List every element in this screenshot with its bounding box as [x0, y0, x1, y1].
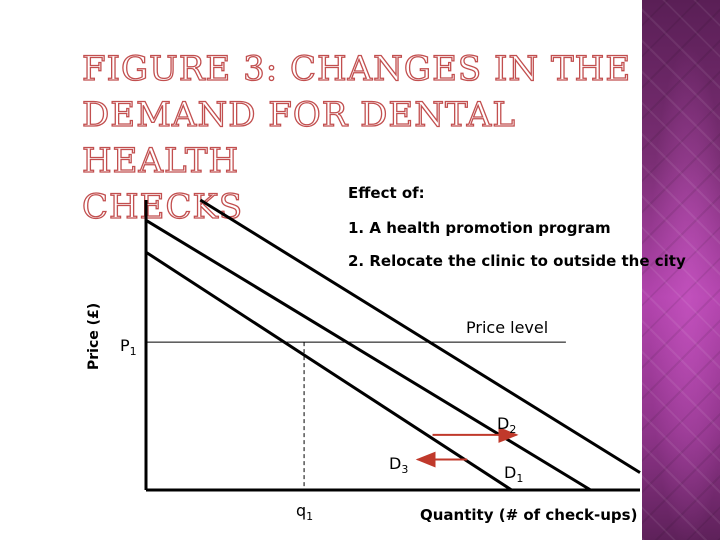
p1-label: P1: [120, 336, 137, 358]
d3-letter: D: [389, 454, 401, 473]
demand-curves: [145, 198, 641, 492]
p1-subscript: 1: [130, 345, 137, 358]
d3-label: D3: [389, 454, 408, 476]
effect-item-1: 1. A health promotion program: [348, 219, 611, 237]
x-axis-label: Quantity (# of check-ups): [420, 506, 637, 524]
q1-subscript: 1: [306, 510, 313, 523]
title-line-2: DEMAND FOR DENTAL HEALTH: [81, 94, 516, 181]
slide-title: FIGURE 3: CHANGES IN THE DEMAND FOR DENT…: [81, 46, 642, 230]
title-line-1: FIGURE 3: CHANGES IN THE: [81, 48, 632, 89]
demand-curve-d2: [199, 198, 641, 474]
p1-letter: P: [120, 336, 130, 355]
d2-subscript: 2: [509, 423, 516, 436]
demand-curve-d1: [145, 219, 592, 492]
d1-subscript: 1: [516, 472, 523, 485]
q1-label: q1: [296, 501, 313, 523]
d2-letter: D: [497, 414, 509, 433]
price-level-label: Price level: [466, 318, 548, 337]
shift-arrows: [415, 426, 519, 468]
y-axis-label: Price (£): [86, 303, 102, 370]
axes: [144, 200, 640, 492]
effect-heading: Effect of:: [348, 184, 425, 202]
effect-item-2: 2. Relocate the clinic to outside the ci…: [348, 252, 686, 270]
d1-letter: D: [504, 463, 516, 482]
d1-label: D1: [504, 463, 523, 485]
title-line-3: CHECKS: [81, 186, 244, 227]
decorative-side-band: [642, 0, 720, 540]
d2-label: D2: [497, 414, 516, 436]
d3-subscript: 3: [401, 463, 408, 476]
demand-curve-d3: [145, 250, 513, 492]
q1-letter: q: [296, 501, 306, 520]
